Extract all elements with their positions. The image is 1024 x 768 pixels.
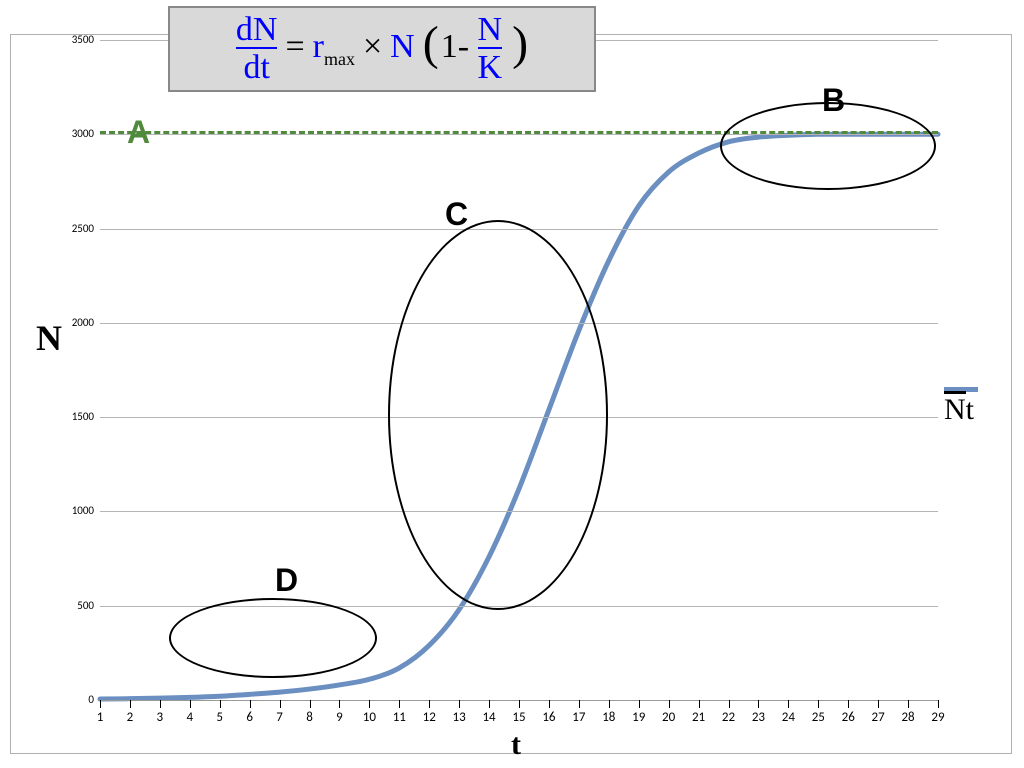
x-tick (160, 700, 161, 708)
x-tick-label: 4 (180, 710, 200, 725)
x-tick-label: 16 (539, 710, 559, 725)
x-tick-label: 29 (928, 710, 948, 725)
x-tick (579, 700, 580, 708)
legend: Nt (944, 383, 1024, 423)
x-tick-label: 19 (629, 710, 649, 725)
logistic-formula: dNdt=rmax×N(1- NK) (236, 13, 528, 85)
x-tick-label: 17 (569, 710, 589, 725)
x-tick (339, 700, 340, 708)
x-tick (639, 700, 640, 708)
legend-label: Nt (944, 393, 974, 427)
x-tick-label: 18 (599, 710, 619, 725)
x-tick (938, 700, 939, 708)
page: N t Nt dNdt=rmax×N(1- NK) A B C D 050010… (0, 0, 1024, 768)
x-tick-label: 25 (808, 710, 828, 725)
label-C: C (445, 196, 468, 233)
label-D: D (275, 562, 298, 599)
x-tick-label: 7 (270, 710, 290, 725)
x-tick-label: 9 (329, 710, 349, 725)
x-tick (190, 700, 191, 708)
label-A: A (127, 114, 150, 151)
x-tick-label: 3 (150, 710, 170, 725)
y-axis-title: N (36, 317, 62, 359)
x-tick (489, 700, 490, 708)
y-tick-label: 2000 (60, 316, 94, 329)
y-tick-label: 1000 (60, 504, 94, 517)
x-tick (848, 700, 849, 708)
x-tick-label: 28 (898, 710, 918, 725)
y-tick-label: 3000 (60, 127, 94, 140)
x-tick (609, 700, 610, 708)
x-tick (669, 700, 670, 708)
x-tick-label: 26 (838, 710, 858, 725)
x-tick (729, 700, 730, 708)
x-tick (310, 700, 311, 708)
x-tick-label: 23 (748, 710, 768, 725)
y-tick-label: 500 (60, 599, 94, 612)
x-tick-label: 15 (509, 710, 529, 725)
x-tick-label: 21 (689, 710, 709, 725)
x-tick (100, 700, 101, 708)
x-tick-label: 8 (300, 710, 320, 725)
y-tick-label: 3500 (60, 33, 94, 46)
x-tick-label: 1 (90, 710, 110, 725)
x-tick-label: 22 (719, 710, 739, 725)
y-tick-label: 2500 (60, 222, 94, 235)
x-tick-label: 20 (659, 710, 679, 725)
ellipse-D (169, 598, 377, 678)
x-tick-label: 14 (479, 710, 499, 725)
x-axis-title: t (511, 728, 521, 762)
x-tick-label: 13 (449, 710, 469, 725)
x-tick-label: 10 (359, 710, 379, 725)
x-tick (250, 700, 251, 708)
x-tick (699, 700, 700, 708)
x-tick (459, 700, 460, 708)
formula-box: dNdt=rmax×N(1- NK) (168, 6, 596, 92)
x-tick (369, 700, 370, 708)
x-tick (280, 700, 281, 708)
x-tick-label: 27 (868, 710, 888, 725)
x-tick (519, 700, 520, 708)
x-tick (549, 700, 550, 708)
ellipse-B (720, 102, 936, 190)
x-tick-label: 24 (778, 710, 798, 725)
y-tick-label: 0 (60, 693, 94, 706)
x-tick (788, 700, 789, 708)
x-tick-label: 2 (120, 710, 140, 725)
x-tick (908, 700, 909, 708)
x-tick-label: 11 (389, 710, 409, 725)
x-tick-label: 6 (240, 710, 260, 725)
x-tick-label: 12 (419, 710, 439, 725)
x-tick (130, 700, 131, 708)
ellipse-C (388, 220, 608, 610)
x-tick (818, 700, 819, 708)
x-tick (758, 700, 759, 708)
x-tick (878, 700, 879, 708)
x-tick (220, 700, 221, 708)
y-tick-label: 1500 (60, 410, 94, 423)
x-tick-label: 5 (210, 710, 230, 725)
x-tick (399, 700, 400, 708)
x-tick (429, 700, 430, 708)
